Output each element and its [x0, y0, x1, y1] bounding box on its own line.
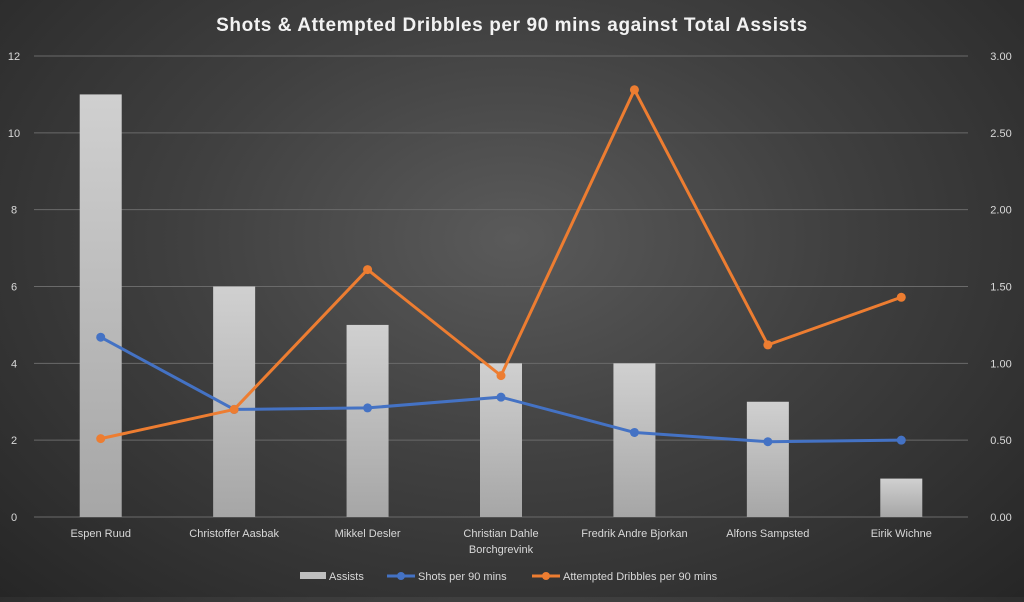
- left-axis-tick-label: 6: [11, 282, 17, 294]
- left-axis-tick-label: 4: [11, 358, 17, 370]
- data-point: [229, 404, 239, 414]
- category-label: Christoffer Aasbak: [189, 528, 279, 540]
- right-axis-tick-label: 0.50: [990, 435, 1011, 447]
- data-point: [896, 292, 906, 302]
- category-label-line: Christian Dahle: [463, 528, 538, 540]
- category-label-line: Christoffer Aasbak: [189, 528, 279, 540]
- category-label-line: Espen Ruud: [70, 528, 131, 540]
- data-point: [629, 427, 639, 437]
- category-label-line: Borchgrevink: [469, 544, 534, 556]
- data-point: [96, 434, 106, 444]
- right-axis-tick-label: 2.00: [990, 205, 1011, 217]
- left-axis: 0 2 4 6 8 10 12: [8, 51, 20, 524]
- right-axis-tick-label: 0.00: [990, 512, 1011, 524]
- data-point: [496, 371, 506, 381]
- legend-item[interactable]: Attempted Dribbles per 90 mins: [532, 571, 718, 583]
- legend-marker: [542, 572, 550, 580]
- legend-label: Shots per 90 mins: [418, 571, 507, 583]
- category-label: Alfons Sampsted: [726, 528, 809, 540]
- legend-label: Assists: [329, 571, 364, 583]
- legend-item[interactable]: Shots per 90 mins: [387, 571, 507, 583]
- assists-bar: [746, 401, 789, 517]
- category-label: Fredrik Andre Bjorkan: [581, 528, 687, 540]
- left-axis-tick-label: 2: [11, 435, 17, 447]
- legend-marker: [397, 572, 405, 580]
- assists-bar: [480, 363, 522, 517]
- legend-swatch: [300, 572, 326, 579]
- assists-bar: [346, 324, 389, 517]
- left-axis-tick-label: 10: [8, 128, 20, 140]
- assists-bars: [79, 94, 923, 518]
- data-point: [363, 403, 373, 413]
- legend-label: Attempted Dribbles per 90 mins: [563, 571, 718, 583]
- assists-bar: [613, 363, 656, 517]
- category-label-line: Fredrik Andre Bjorkan: [581, 528, 687, 540]
- data-point: [363, 265, 373, 275]
- data-point: [96, 332, 106, 342]
- data-point: [496, 392, 506, 402]
- category-label-line: Eirik Wichne: [871, 528, 932, 540]
- category-label: Espen Ruud: [70, 528, 131, 540]
- legend-item[interactable]: Assists: [300, 571, 364, 583]
- right-axis: 0.00 0.50 1.00 1.50 2.00 2.50 3.00: [990, 51, 1011, 524]
- data-point: [763, 340, 773, 350]
- data-point: [763, 437, 773, 447]
- right-axis-tick-label: 1.50: [990, 282, 1011, 294]
- right-axis-tick-label: 1.00: [990, 358, 1011, 370]
- right-axis-tick-label: 2.50: [990, 128, 1011, 140]
- category-label: Christian Dahle Borchgrevink: [463, 528, 538, 556]
- left-axis-tick-label: 12: [8, 51, 20, 63]
- legend[interactable]: Assists Shots per 90 mins Attempted Dribbl…: [300, 571, 718, 583]
- assists-bar: [79, 94, 122, 518]
- data-point: [896, 435, 906, 445]
- data-point: [629, 85, 639, 95]
- right-axis-tick-label: 3.00: [990, 51, 1011, 63]
- left-axis-tick-label: 8: [11, 205, 17, 217]
- series-attempted-dribbles-per-90-mins: [96, 85, 906, 444]
- left-axis-tick-label: 0: [11, 512, 17, 524]
- category-label: Eirik Wichne: [871, 528, 932, 540]
- line-series: [96, 85, 906, 447]
- category-label-line: Alfons Sampsted: [726, 528, 809, 540]
- assists-bar: [880, 478, 923, 517]
- category-label: Mikkel Desler: [335, 528, 401, 540]
- category-labels: Espen Ruud Christoffer Aasbak Mikkel Desle…: [70, 528, 931, 556]
- category-label-line: Mikkel Desler: [335, 528, 401, 540]
- chart-title: Shots & Attempted Dribbles per 90 mins a…: [216, 15, 808, 36]
